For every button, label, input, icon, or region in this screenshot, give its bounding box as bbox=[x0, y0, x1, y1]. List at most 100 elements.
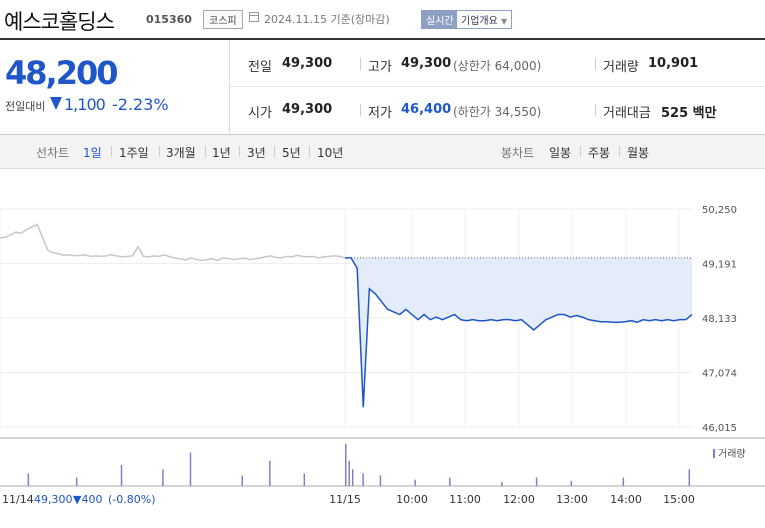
tab-period-1d[interactable]: 1일 bbox=[83, 146, 102, 160]
volume-bar bbox=[269, 460, 271, 486]
change-value: 1,100 bbox=[64, 95, 106, 114]
tab-period-10y[interactable]: 10년 bbox=[317, 146, 344, 160]
x-tick-label: 11:00 bbox=[449, 493, 481, 506]
x-tick-label: 14:00 bbox=[610, 493, 642, 506]
tab-candle-weekly[interactable]: 주봉 bbox=[588, 146, 611, 160]
line-chart-label: 선차트 bbox=[36, 146, 70, 160]
down-arrow-icon bbox=[50, 97, 62, 110]
tab-separator bbox=[239, 146, 240, 157]
prev-close-price-label: 49,300 bbox=[34, 493, 73, 506]
tab-period-1w[interactable]: 1주일 bbox=[119, 146, 149, 160]
volume-bar bbox=[379, 475, 382, 486]
separator bbox=[360, 104, 361, 116]
tab-period-1y[interactable]: 1년 bbox=[212, 146, 231, 160]
volume-bar bbox=[414, 479, 416, 486]
x-tick-label: 10:00 bbox=[396, 493, 428, 506]
tab-separator bbox=[205, 146, 206, 157]
company-info-dropdown[interactable]: 기업개요 ▼ bbox=[456, 10, 513, 29]
today-area-fill bbox=[345, 257, 692, 408]
company-name: 예스코홀딩스 bbox=[4, 10, 115, 34]
summary-row-divider bbox=[230, 86, 765, 87]
volume-label: 거래량 bbox=[718, 448, 746, 460]
separator bbox=[595, 104, 596, 116]
prev-close-value: 49,300 bbox=[282, 56, 333, 71]
open-label: 시가 bbox=[248, 106, 272, 121]
today-price-line bbox=[345, 257, 693, 408]
realtime-button[interactable]: 실시간 bbox=[421, 10, 459, 29]
high-value: 49,300 bbox=[401, 56, 452, 71]
price-chart[interactable]: 50,250 49,191 48,133 47,074 46,015 거래량 11/14 11… bbox=[0, 169, 765, 528]
volume-bar bbox=[535, 477, 538, 486]
company-info-label: 기업개요 bbox=[461, 16, 498, 27]
volume-label: 거래량 bbox=[603, 60, 639, 75]
volume-bar bbox=[348, 460, 350, 486]
tab-separator bbox=[309, 146, 310, 157]
stock-header: 예스코홀딩스 015360 코스피 2024.11.15 기준(장마감) 실시간… bbox=[0, 0, 765, 38]
low-label: 저가 bbox=[368, 106, 392, 121]
prev-change-pct-label: (-0.80%) bbox=[108, 493, 156, 506]
chevron-down-icon: ▼ bbox=[501, 17, 508, 26]
volume-bar bbox=[75, 477, 78, 486]
tab-separator bbox=[159, 146, 160, 157]
x-tick-label: 11/15 bbox=[329, 493, 361, 506]
amount-label: 거래대금 bbox=[603, 106, 651, 121]
x-tick-label: 15:00 bbox=[663, 493, 695, 506]
open-value: 49,300 bbox=[282, 102, 333, 117]
volume-bar bbox=[351, 469, 354, 486]
change-label: 전일대비 bbox=[5, 100, 46, 113]
volume-bar bbox=[162, 469, 164, 486]
volume-bar bbox=[189, 452, 192, 486]
volume-bar bbox=[622, 477, 625, 486]
volume-bar bbox=[362, 473, 364, 486]
x-tick-label: 13:00 bbox=[556, 493, 588, 506]
y-tick-label: 48,133 bbox=[702, 314, 737, 325]
y-tick-label: 50,250 bbox=[702, 205, 737, 216]
tab-separator bbox=[580, 146, 581, 157]
current-price: 48,200 bbox=[5, 54, 118, 92]
candle-chart-label: 봉차트 bbox=[501, 146, 535, 160]
calendar-icon bbox=[249, 12, 259, 22]
reference-date: 2024.11.15 기준(장마감) bbox=[264, 13, 390, 26]
tab-period-3y[interactable]: 3년 bbox=[247, 146, 266, 160]
y-tick-label: 49,191 bbox=[702, 260, 737, 271]
volume-legend-marker bbox=[713, 449, 715, 458]
chart-tabs: 선차트 1일 1주일 3개월 1년 3년 5년 10년 봉차트 일봉 주봉 월봉 bbox=[0, 135, 765, 169]
tab-separator bbox=[111, 146, 112, 157]
tab-period-3m[interactable]: 3개월 bbox=[166, 146, 196, 160]
volume-value: 10,901 bbox=[648, 56, 699, 71]
separator bbox=[595, 58, 596, 70]
tab-separator bbox=[619, 146, 620, 157]
low-value: 46,400 bbox=[401, 102, 452, 117]
volume-bar bbox=[501, 481, 503, 486]
volume-bar bbox=[688, 469, 691, 486]
tab-period-5y[interactable]: 5년 bbox=[282, 146, 301, 160]
prev-day-line bbox=[0, 223, 346, 262]
y-tick-label: 47,074 bbox=[702, 368, 737, 379]
volume-bar bbox=[570, 480, 573, 486]
tab-separator bbox=[274, 146, 275, 157]
change-percent: -2.23% bbox=[112, 95, 169, 114]
header-divider bbox=[0, 38, 765, 40]
lower-limit: (하한가 34,550) bbox=[453, 105, 542, 119]
volume-bar bbox=[449, 477, 451, 486]
market-badge: 코스피 bbox=[203, 10, 243, 29]
x-tick-label: 11/14 bbox=[2, 493, 34, 506]
upper-limit: (상한가 64,000) bbox=[453, 59, 542, 73]
separator bbox=[360, 58, 361, 70]
tab-candle-daily[interactable]: 일봉 bbox=[549, 146, 572, 160]
price-summary: 48,200 전일대비 1,100 -2.23% 전일 49,300 고가 49… bbox=[0, 40, 765, 135]
y-tick-label: 46,015 bbox=[702, 423, 737, 434]
high-label: 고가 bbox=[368, 60, 392, 75]
volume-bar bbox=[241, 475, 243, 486]
volume-bar bbox=[27, 473, 30, 486]
prev-close-label: 전일 bbox=[248, 60, 272, 75]
stock-code: 015360 bbox=[146, 13, 192, 26]
amount-value: 525 백만 bbox=[661, 106, 717, 121]
tab-candle-monthly[interactable]: 월봉 bbox=[627, 146, 650, 160]
summary-divider bbox=[229, 40, 230, 134]
volume-bar bbox=[120, 465, 123, 486]
volume-bar bbox=[345, 444, 347, 486]
volume-bar bbox=[303, 473, 306, 486]
prev-change-label: ▼400 bbox=[73, 493, 102, 506]
x-tick-label: 12:00 bbox=[503, 493, 535, 506]
